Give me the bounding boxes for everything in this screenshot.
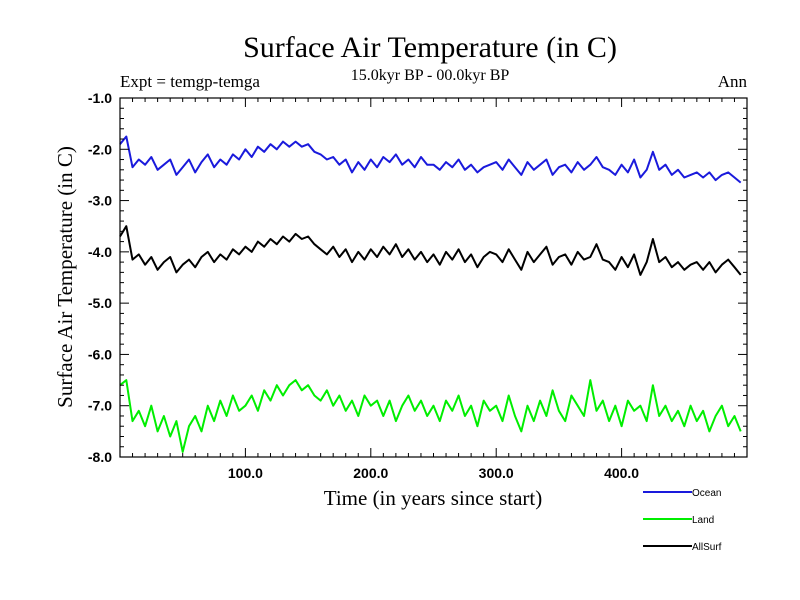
y-axis-ticks: -1.0 -2.0 -3.0 -4.0 -5.0 -6.0 -7.0 -8.0 [88, 90, 747, 465]
y-tick-label: -4.0 [88, 244, 112, 260]
x-axis-label: Time (in years since start) [324, 486, 543, 510]
series-line-land [119, 379, 742, 453]
legend-label-allsurf: AllSurf [692, 542, 722, 553]
season-label: Ann [718, 72, 748, 91]
x-tick-label: 200.0 [353, 465, 388, 481]
legend-label-ocean: Ocean [692, 488, 721, 499]
series-line-ocean [119, 135, 742, 184]
chart-subtitle: 15.0kyr BP - 00.0kyr BP [351, 67, 510, 84]
y-tick-label: -7.0 [88, 398, 112, 414]
y-tick-label: -1.0 [88, 90, 112, 106]
x-tick-label: 400.0 [604, 465, 639, 481]
y-tick-label: -3.0 [88, 193, 112, 209]
y-tick-label: -2.0 [88, 141, 112, 157]
y-tick-label: -5.0 [88, 295, 112, 311]
y-tick-label: -8.0 [88, 449, 112, 465]
series-layer [119, 135, 742, 453]
y-axis-label: Surface Air Temperature (in C) [53, 146, 77, 408]
x-tick-label: 300.0 [479, 465, 514, 481]
experiment-label: Expt = temgp-temga [120, 72, 260, 91]
x-axis-ticks: 100.0 200.0 300.0 400.0 [132, 98, 735, 481]
series-line-allsurf [119, 225, 742, 276]
x-tick-label: 100.0 [228, 465, 263, 481]
legend: Ocean Land AllSurf [643, 488, 722, 553]
chart-title: Surface Air Temperature (in C) [243, 31, 617, 64]
y-tick-label: -6.0 [88, 346, 112, 362]
legend-label-land: Land [692, 515, 714, 526]
